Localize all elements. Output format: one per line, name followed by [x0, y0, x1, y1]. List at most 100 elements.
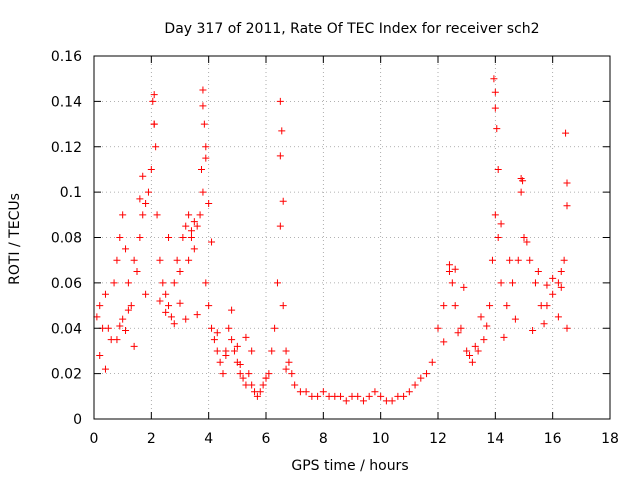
data-point [493, 125, 501, 133]
data-point [503, 302, 511, 310]
data-point [463, 347, 471, 355]
data-point [365, 392, 373, 400]
data-point [486, 302, 494, 310]
data-point [165, 302, 173, 310]
data-point [147, 165, 155, 173]
y-tick-label: 0.02 [51, 367, 82, 383]
data-point [273, 279, 281, 287]
y-tick-label: 0.12 [51, 140, 82, 156]
data-point [278, 127, 286, 135]
data-point [271, 324, 279, 332]
data-point [187, 227, 195, 235]
data-point [130, 342, 138, 350]
data-point [170, 320, 178, 328]
data-point [170, 279, 178, 287]
data-point [142, 199, 150, 207]
data-point [259, 381, 267, 389]
data-point [562, 129, 570, 137]
data-point [534, 268, 542, 276]
data-point [520, 234, 528, 241]
data-point [497, 220, 505, 228]
data-point [149, 97, 157, 105]
data-point [200, 120, 208, 128]
data-point [337, 392, 345, 400]
data-point [198, 165, 205, 173]
data-point [488, 256, 496, 264]
data-point [531, 279, 539, 287]
data-point [113, 256, 121, 264]
data-point [176, 299, 184, 307]
data-point [279, 302, 287, 310]
data-point [563, 324, 571, 332]
data-point [285, 358, 293, 366]
data-point [523, 238, 531, 246]
y-axis-label: ROTI / TECUs [7, 193, 23, 285]
data-point [122, 327, 130, 335]
y-tick-label: 0.14 [51, 94, 82, 110]
x-tick-label: 0 [90, 431, 99, 447]
data-point [417, 374, 425, 382]
data-point [236, 361, 244, 369]
data-point [190, 218, 198, 226]
data-point [282, 347, 290, 355]
data-point [494, 234, 502, 241]
data-point [228, 336, 236, 344]
data-point [371, 388, 379, 396]
data-point [276, 222, 284, 230]
data-point [153, 211, 161, 219]
data-point [359, 397, 367, 405]
data-point [182, 222, 190, 230]
data-point [279, 197, 287, 205]
data-point [291, 381, 299, 389]
data-point [119, 315, 127, 323]
x-tick-label: 18 [601, 431, 619, 447]
data-point [139, 172, 147, 180]
data-point [491, 104, 499, 112]
data-point [176, 268, 184, 276]
grid-lines [94, 56, 610, 419]
data-point [509, 279, 517, 287]
data-point [173, 256, 181, 264]
data-point [101, 365, 109, 373]
data-point [242, 333, 250, 341]
data-point [167, 313, 175, 321]
data-point [110, 279, 118, 287]
y-tick-label: 0.04 [51, 321, 82, 337]
data-point [202, 154, 210, 162]
data-point [491, 88, 499, 96]
data-point [262, 374, 270, 382]
data-point [150, 91, 158, 99]
data-point [104, 324, 112, 332]
data-point [228, 306, 236, 314]
data-point [256, 388, 264, 396]
data-point [543, 302, 551, 310]
data-point [563, 179, 571, 187]
data-point [276, 152, 284, 160]
data-point [557, 283, 565, 291]
data-point [185, 256, 193, 264]
data-point [139, 211, 147, 219]
data-point [563, 202, 571, 210]
x-axis-label: GPS time / hours [291, 458, 408, 474]
data-point [205, 199, 213, 207]
x-tick-label: 6 [262, 431, 271, 447]
chart-title: Day 317 of 2011, Rate Of TEC Index for r… [164, 21, 539, 37]
data-point [526, 256, 534, 264]
y-tick-label: 0 [73, 412, 82, 428]
data-point [491, 211, 499, 219]
data-point [236, 370, 244, 378]
data-point [265, 370, 273, 378]
data-point [554, 279, 562, 287]
data-point [388, 397, 396, 405]
data-point [162, 290, 170, 298]
data-point [199, 102, 207, 110]
data-point [127, 302, 135, 310]
data-point [506, 256, 514, 264]
data-point [517, 188, 525, 196]
data-point [445, 261, 453, 269]
data-point [216, 358, 224, 366]
data-point [268, 347, 276, 355]
data-point [314, 392, 322, 400]
data-point [165, 234, 173, 241]
data-point [144, 188, 152, 196]
